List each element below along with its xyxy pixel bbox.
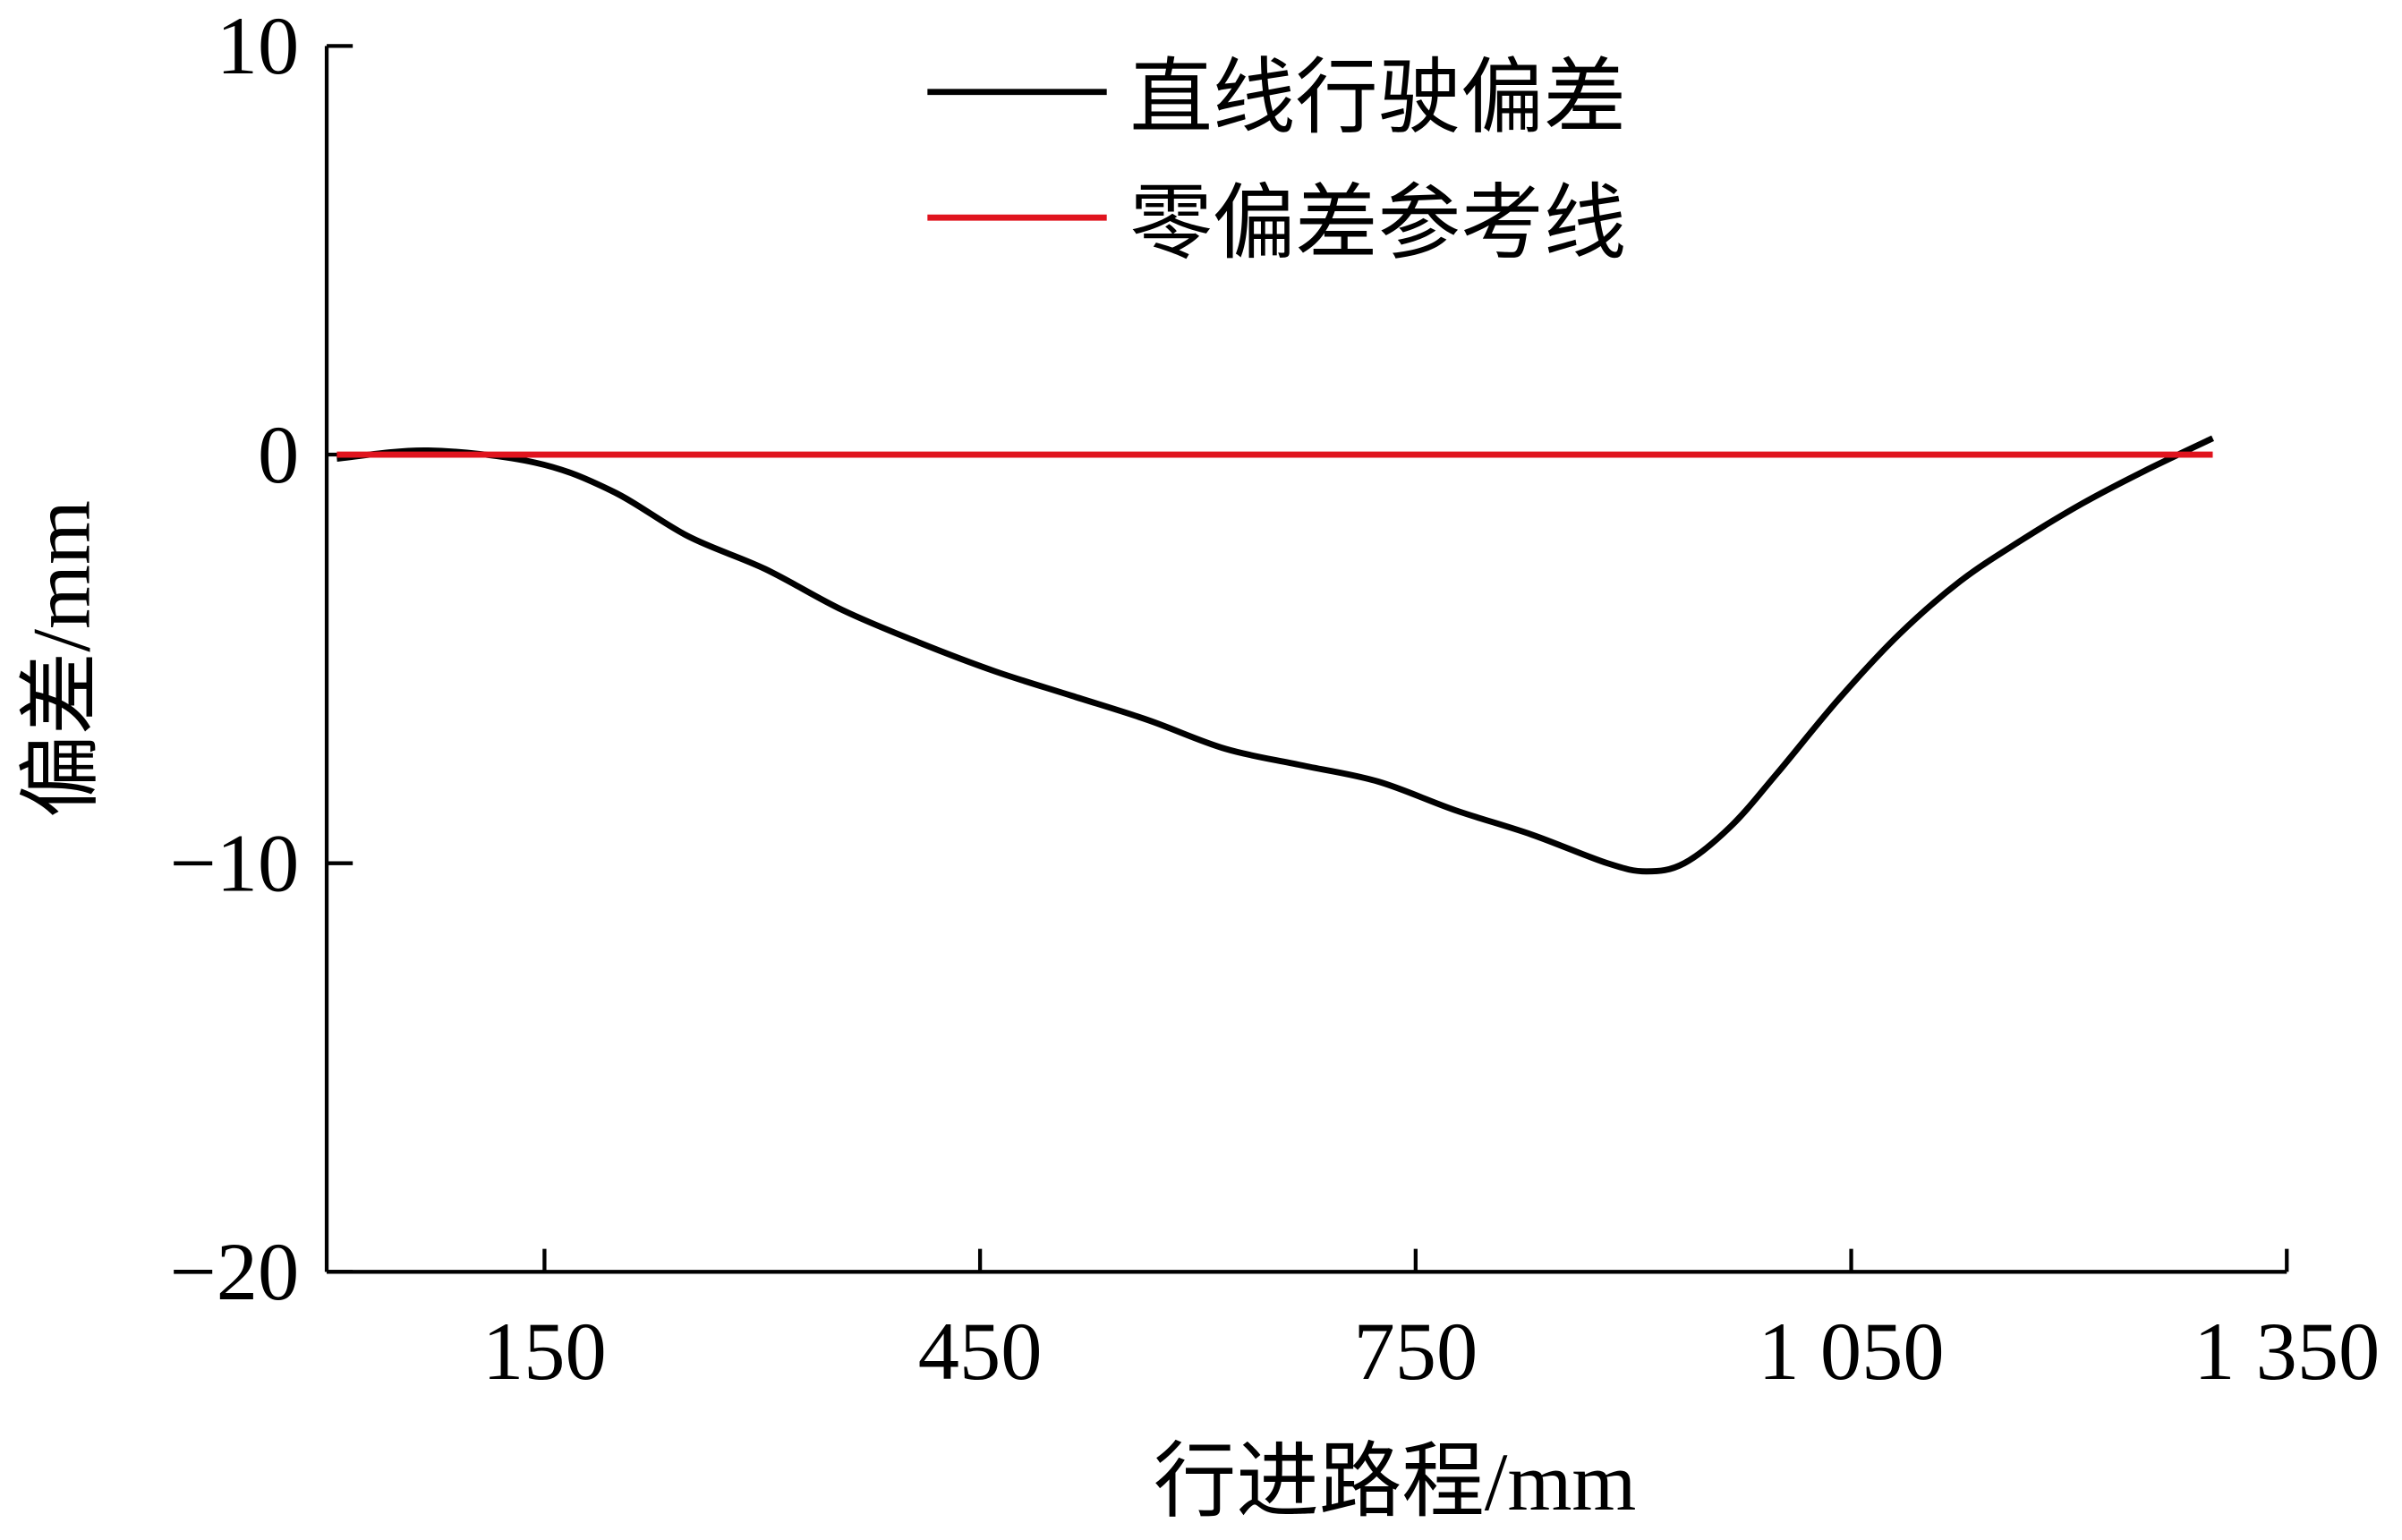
legend-label-deviation: 直线行驶偏差 bbox=[1129, 53, 1626, 144]
series-line-deviation bbox=[336, 435, 2214, 875]
y-tick-label: −10 bbox=[170, 818, 300, 909]
axes bbox=[324, 46, 2287, 1274]
x-tick-label: 1 050 bbox=[1759, 1306, 1945, 1398]
series-group bbox=[336, 435, 2214, 875]
x-tick-label: 450 bbox=[918, 1306, 1043, 1398]
x-tick-label: 750 bbox=[1353, 1306, 1478, 1398]
x-tick-label: 1 350 bbox=[2193, 1306, 2380, 1398]
ticks: 150 450 750 1 050 1 350 10 0 −10 −20 bbox=[170, 1, 2381, 1398]
x-tick-label: 150 bbox=[482, 1306, 607, 1398]
y-tick-label: 10 bbox=[217, 1, 299, 92]
legend-label-reference: 零偏差参考线 bbox=[1129, 179, 1626, 270]
y-tick-label: −20 bbox=[170, 1227, 300, 1318]
y-tick-label: 0 bbox=[258, 410, 299, 501]
y-axis-label: 偏差/mm bbox=[17, 500, 108, 817]
legend: 直线行驶偏差 零偏差参考线 bbox=[927, 53, 1626, 270]
x-axis-label: 行进路程/mm bbox=[1154, 1437, 1636, 1528]
